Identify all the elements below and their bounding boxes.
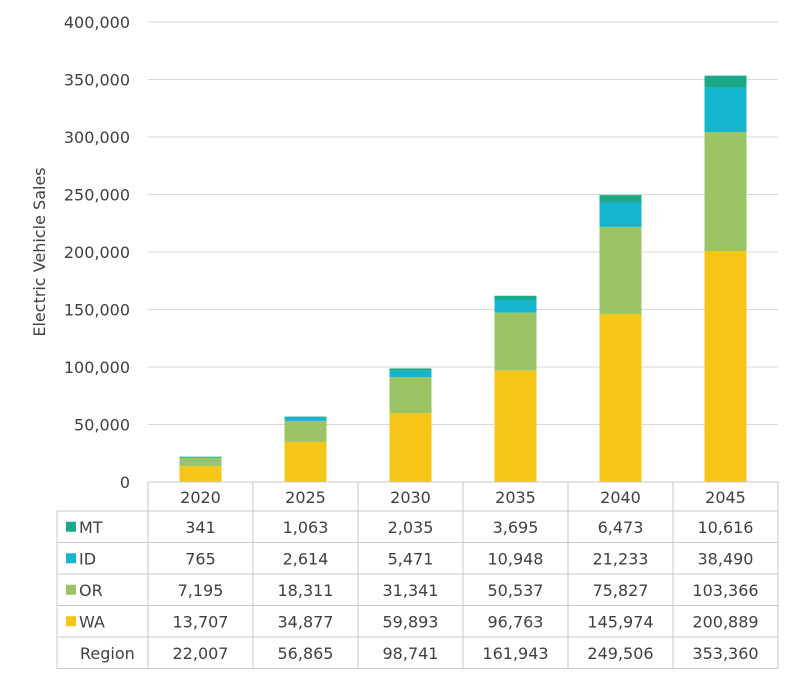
bar-segment-wa-2040 <box>599 314 642 482</box>
total-cell: 98,741 <box>383 644 439 663</box>
legend-key-id <box>66 553 76 564</box>
x-category-label: 2045 <box>705 488 746 507</box>
data-cell: 7,195 <box>178 581 224 600</box>
y-tick-label: 200,000 <box>64 243 130 262</box>
data-cell: 1,063 <box>283 518 329 537</box>
y-tick-label: 0 <box>120 473 130 492</box>
data-cell: 18,311 <box>278 581 334 600</box>
bar-segment-id-2025 <box>284 417 327 421</box>
y-tick-label: 350,000 <box>64 71 130 90</box>
data-cell: 96,763 <box>488 612 544 631</box>
data-cell: 50,537 <box>488 581 544 600</box>
data-table: 2020 2025 2030 2035 2040 2045 MT 341 1,063 2,035 3… <box>56 481 779 669</box>
data-cell: 10,948 <box>488 549 544 568</box>
data-cell: 3,695 <box>493 518 539 537</box>
legend-key-mt <box>66 521 76 532</box>
bar-segment-id-2045 <box>704 87 747 133</box>
bar-segment-or-2045 <box>704 132 747 251</box>
bar-segment-or-2025 <box>284 420 327 442</box>
total-cell: 56,865 <box>278 644 334 663</box>
data-cell: 341 <box>185 518 216 537</box>
legend-key-wa <box>66 616 76 627</box>
bar-segment-mt-2045 <box>704 75 747 88</box>
data-cell: 21,233 <box>593 549 649 568</box>
data-cell: 2,614 <box>283 549 329 568</box>
bar-segment-id-2040 <box>599 202 642 227</box>
bar-segment-mt-2025 <box>284 416 327 418</box>
y-tick-label: 400,000 <box>64 13 130 32</box>
data-cell: 31,341 <box>383 581 439 600</box>
bar-segment-or-2035 <box>494 312 537 371</box>
total-cell: 353,360 <box>692 644 758 663</box>
data-cell: 10,616 <box>698 518 754 537</box>
bar-segment-mt-2040 <box>599 195 642 203</box>
bar-segment-or-2030 <box>389 377 432 414</box>
bar-segment-mt-2030 <box>389 368 432 371</box>
bar-segment-wa-2035 <box>494 370 537 482</box>
bar-segment-or-2020 <box>179 457 222 467</box>
bar-segment-wa-2025 <box>284 441 327 482</box>
bar-segment-id-2035 <box>494 300 537 313</box>
data-cell: 75,827 <box>593 581 649 600</box>
data-cell: 34,877 <box>278 612 334 631</box>
y-tick-label: 300,000 <box>64 128 130 147</box>
data-cell: 200,889 <box>692 612 758 631</box>
row-label-region: Region <box>80 644 135 663</box>
bar-segment-wa-2045 <box>704 250 747 482</box>
total-cell: 161,943 <box>482 644 548 663</box>
row-label-id: ID <box>79 549 96 568</box>
total-cell: 22,007 <box>173 644 229 663</box>
y-axis: 0 50,000 100,000 150,000 200,000 250,000 300,0… <box>64 13 130 492</box>
y-tick-label: 50,000 <box>74 416 130 435</box>
data-cell: 6,473 <box>598 518 644 537</box>
x-category-label: 2025 <box>285 488 326 507</box>
data-cell: 103,366 <box>692 581 758 600</box>
data-cell: 38,490 <box>698 549 754 568</box>
data-cell: 13,707 <box>173 612 229 631</box>
bar-segment-id-2030 <box>389 370 432 378</box>
bar-segment-wa-2020 <box>179 466 222 482</box>
data-cell: 2,035 <box>388 518 434 537</box>
x-category-label: 2030 <box>390 488 431 507</box>
y-tick-label: 150,000 <box>64 301 130 320</box>
data-cell: 5,471 <box>388 549 434 568</box>
row-label-or: OR <box>79 581 103 600</box>
bar-segment-or-2040 <box>599 226 642 315</box>
bar-segment-id-2020 <box>179 457 222 458</box>
bar-segment-wa-2030 <box>389 413 432 482</box>
data-cell: 765 <box>185 549 216 568</box>
y-tick-label: 250,000 <box>64 186 130 205</box>
legend-key-or <box>66 584 76 595</box>
y-axis-label: Electric Vehicle Sales <box>30 167 49 336</box>
row-label-wa: WA <box>79 612 105 631</box>
row-label-mt: MT <box>79 518 103 537</box>
total-cell: 249,506 <box>587 644 653 663</box>
x-category-label: 2020 <box>180 488 221 507</box>
x-category-label: 2035 <box>495 488 536 507</box>
bar-segment-mt-2035 <box>494 295 537 301</box>
bars <box>179 75 747 482</box>
gridlines <box>148 21 778 425</box>
data-cell: 145,974 <box>587 612 653 631</box>
x-category-label: 2040 <box>600 488 641 507</box>
y-tick-label: 100,000 <box>64 358 130 377</box>
data-cell: 59,893 <box>383 612 439 631</box>
